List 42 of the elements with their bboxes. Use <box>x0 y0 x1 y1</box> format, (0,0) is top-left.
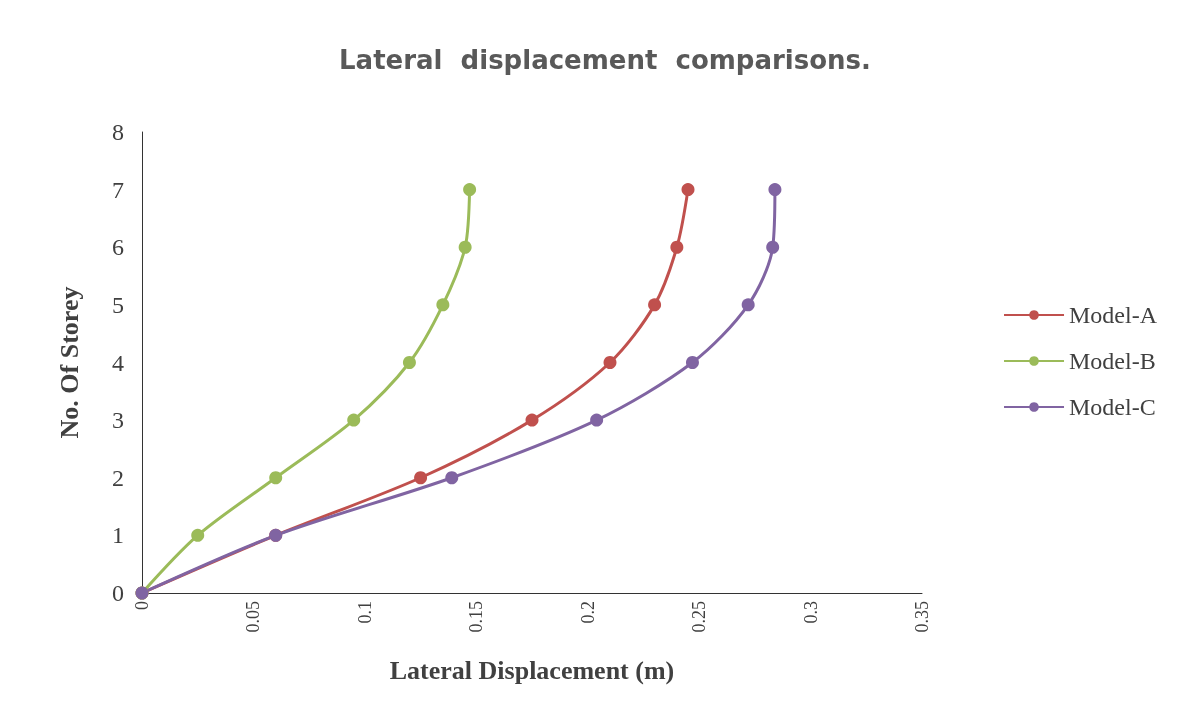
point <box>458 240 472 254</box>
y-tick-label: 1 <box>112 522 124 549</box>
point <box>402 356 416 369</box>
point <box>269 471 283 485</box>
x-tick-label: 0.2 <box>577 601 598 624</box>
point <box>445 471 459 485</box>
point <box>603 356 617 369</box>
x-axis-title: Lateral Displacement (m) <box>389 655 675 685</box>
y-tick-label: 8 <box>112 119 124 145</box>
point <box>191 528 205 542</box>
point <box>525 413 539 427</box>
point <box>414 471 428 485</box>
point <box>347 413 361 427</box>
legend-label: Model-B <box>1069 348 1156 374</box>
y-tick-label: 3 <box>112 407 124 434</box>
y-axis-title: No. Of Storey <box>54 286 84 439</box>
y-tick-label: 4 <box>112 349 124 376</box>
point <box>463 183 477 197</box>
x-tick-label: 0.35 <box>912 601 932 633</box>
point <box>768 183 782 197</box>
point <box>648 298 662 312</box>
y-tick-label: 2 <box>112 464 124 491</box>
legend-label: Model-C <box>1069 394 1156 420</box>
point <box>766 240 780 254</box>
x-tick-label: 0 <box>132 601 152 610</box>
x-tick-label: 0.3 <box>800 601 821 624</box>
point <box>685 356 699 369</box>
point <box>590 413 604 427</box>
y-tick-label: 0 <box>112 580 124 606</box>
legend-label: Model-A <box>1069 302 1158 328</box>
point <box>670 240 684 254</box>
chart-title: Lateral displacement comparisons. <box>339 45 871 75</box>
x-tick-label: 0.25 <box>689 601 710 633</box>
point <box>681 183 695 197</box>
x-tick-label: 0.1 <box>354 601 375 624</box>
y-tick-label: 5 <box>112 291 124 318</box>
x-tick-label: 0.15 <box>466 601 487 633</box>
y-tick-label: 6 <box>112 234 124 261</box>
point <box>436 298 450 312</box>
point <box>741 298 755 312</box>
x-tick-label: 0.05 <box>243 601 264 633</box>
y-tick-label: 7 <box>112 176 124 203</box>
